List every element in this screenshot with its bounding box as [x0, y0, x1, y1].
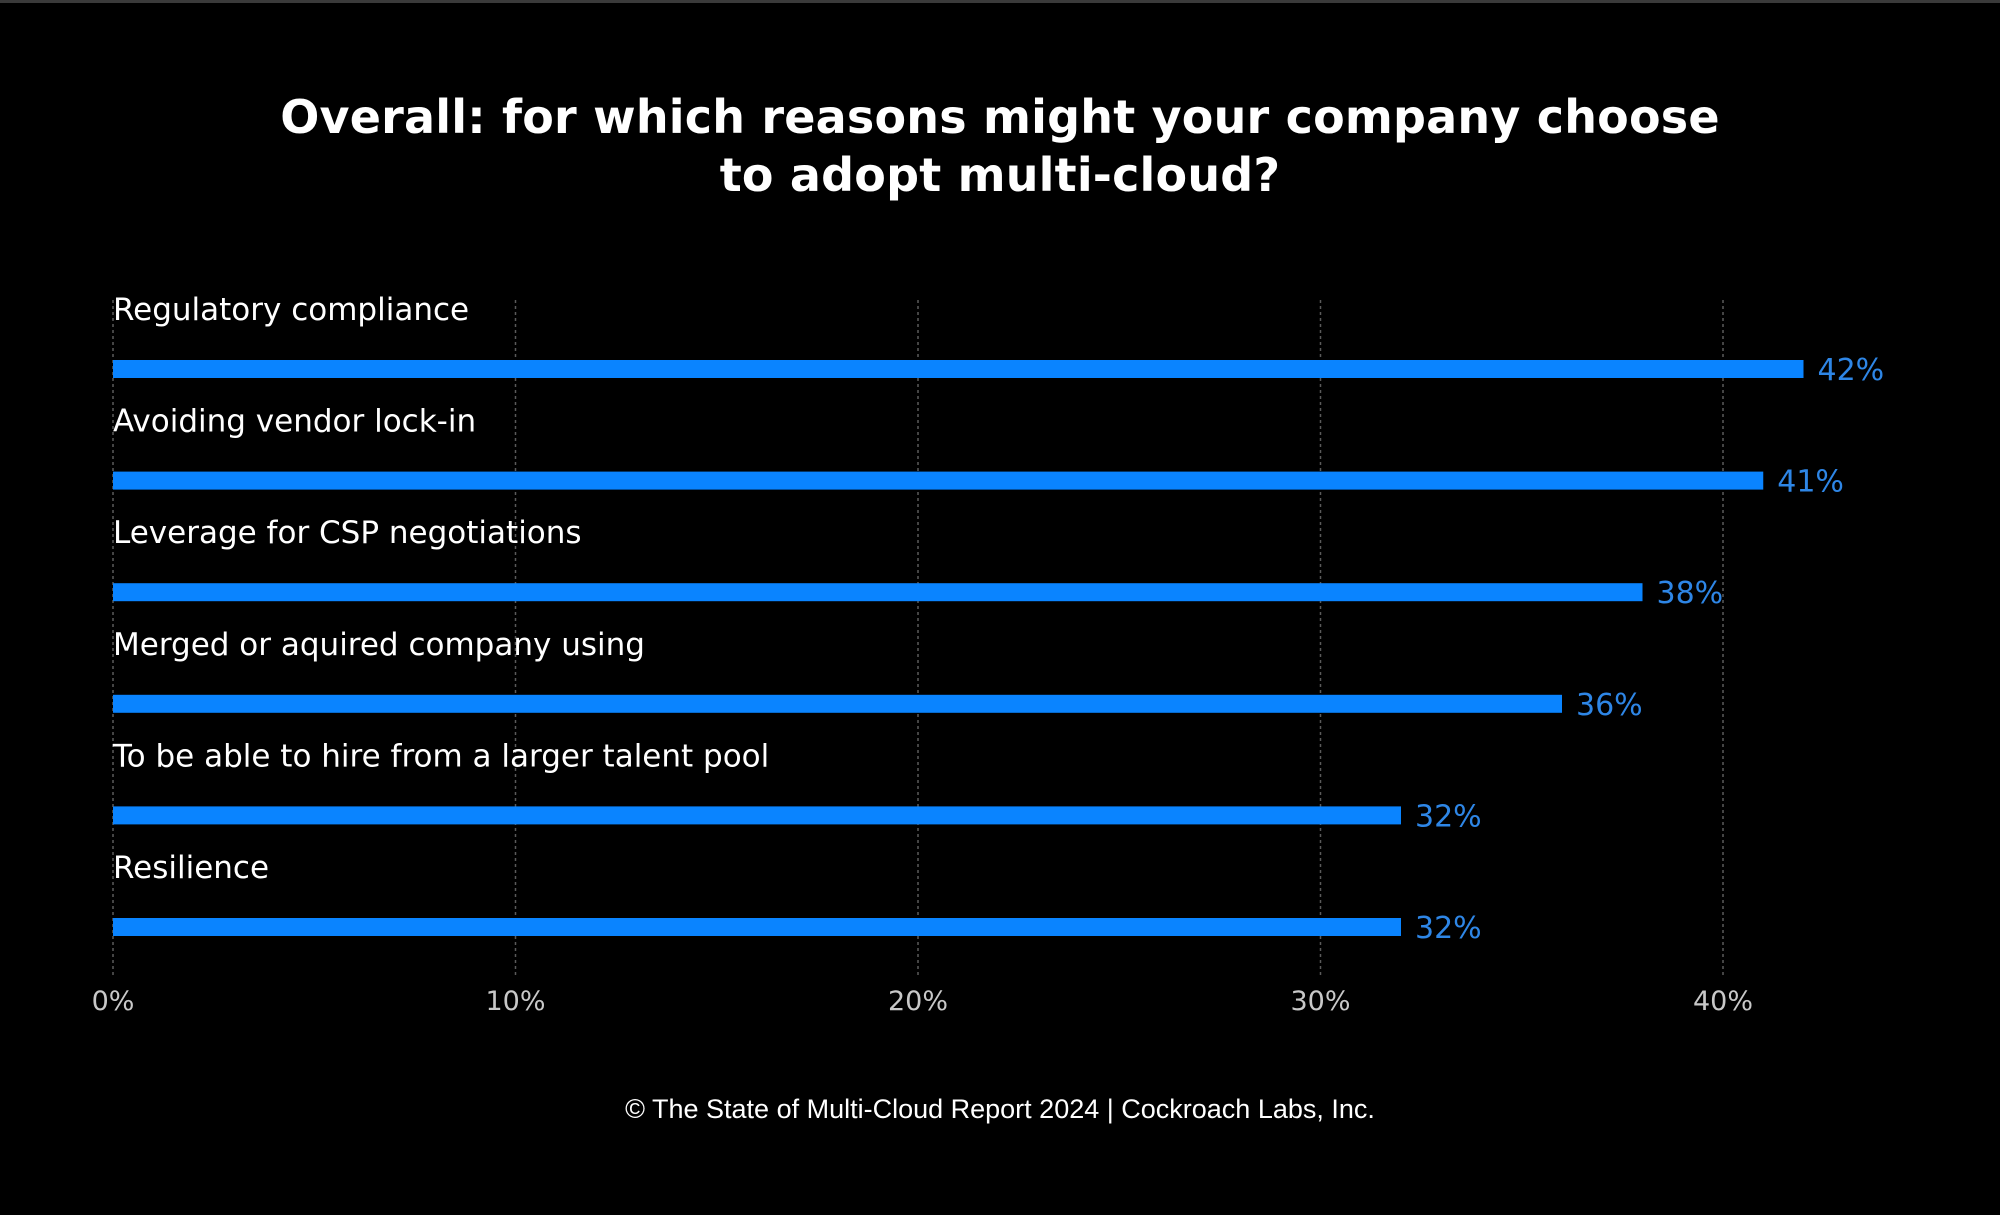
source-footer: © The State of Multi-Cloud Report 2024 |…: [625, 1094, 1375, 1124]
bar: [113, 806, 1401, 825]
x-tick-label: 40%: [1693, 986, 1753, 1017]
value-labels: 42% 41% 38% 36% 32% 32%: [1415, 353, 1884, 946]
value-label: 41%: [1777, 465, 1844, 500]
value-label: 38%: [1657, 576, 1724, 611]
category-label: Merged or aquired company using: [113, 627, 645, 663]
value-label: 36%: [1576, 688, 1643, 723]
x-axis-ticks: 0% 10% 20% 30% 40%: [92, 986, 1753, 1017]
chart-title: Overall: for which reasons might your co…: [0, 88, 2000, 204]
value-label: 42%: [1818, 353, 1885, 388]
x-tick-label: 30%: [1290, 986, 1350, 1017]
bar: [113, 360, 1804, 378]
x-tick-label: 10%: [485, 986, 545, 1017]
value-label: 32%: [1415, 911, 1482, 946]
bar: [113, 694, 1562, 713]
category-label: Resilience: [113, 850, 269, 886]
chart-title-line-1: Overall: for which reasons might your co…: [280, 90, 1720, 144]
bar: [113, 918, 1401, 936]
chart-title-line-2: to adopt multi-cloud?: [719, 148, 1281, 202]
value-label: 32%: [1415, 799, 1482, 834]
x-tick-label: 0%: [92, 986, 135, 1017]
gridlines: [112, 300, 1724, 975]
category-labels: Regulatory compliance Avoiding vendor loc…: [112, 292, 769, 886]
category-label: Avoiding vendor lock-in: [113, 404, 476, 440]
category-label: Leverage for CSP negotiations: [113, 515, 582, 551]
category-label: To be able to hire from a larger talent …: [112, 738, 769, 774]
bars: [113, 360, 1804, 936]
bar: [113, 583, 1643, 602]
bar: [113, 471, 1764, 490]
x-tick-label: 20%: [888, 986, 948, 1017]
category-label: Regulatory compliance: [113, 292, 469, 328]
